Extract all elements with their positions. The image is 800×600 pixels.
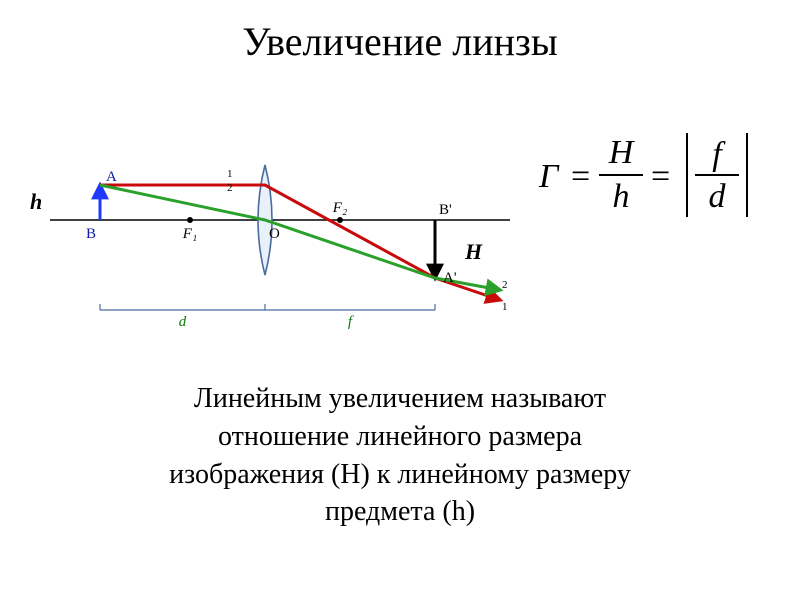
label-A: A <box>106 169 117 185</box>
page-title: Увеличение линзы <box>0 18 800 65</box>
focus-f2 <box>337 217 343 223</box>
df-bar <box>100 304 435 310</box>
label-ray2-bot: 2 <box>502 279 508 291</box>
caption-line-2: отношение линейного размера <box>218 421 582 452</box>
formula-d: d <box>709 178 727 215</box>
lens-diagram: A B F₁ F₂ O B' A' d f 1 2 1 2 h H <box>40 130 520 330</box>
ray-2 <box>100 185 500 290</box>
formula-H: H <box>608 134 636 171</box>
label-h: h <box>30 189 42 215</box>
label-ray2-top: 2 <box>227 182 233 194</box>
caption-line-3: изображения (H) к линейному размеру <box>169 459 631 490</box>
formula-f: f <box>712 136 726 173</box>
label-B: B <box>86 226 96 242</box>
label-f: f <box>348 314 354 330</box>
label-F1: F₁ <box>182 226 197 242</box>
label-ray1-top: 1 <box>227 168 233 180</box>
label-Bprime: B' <box>439 202 452 218</box>
label-O: O <box>269 226 280 242</box>
caption-text: Линейным увеличением называют отношение … <box>0 380 800 531</box>
focus-f1 <box>187 217 193 223</box>
formula-h: h <box>613 178 630 215</box>
caption-line-4: предмета (h) <box>325 496 475 527</box>
label-ray1-bot: 1 <box>502 301 508 313</box>
label-H: H <box>465 239 482 265</box>
label-F2: F₂ <box>332 200 347 216</box>
caption-line-1: Линейным увеличением называют <box>194 383 606 414</box>
label-Aprime: A' <box>443 270 457 286</box>
magnification-formula: Г = H h = f d <box>535 110 765 240</box>
formula-gamma: Г <box>538 158 560 195</box>
formula-equals-1: = <box>571 158 590 195</box>
label-d: d <box>179 314 187 330</box>
formula-equals-2: = <box>651 158 670 195</box>
